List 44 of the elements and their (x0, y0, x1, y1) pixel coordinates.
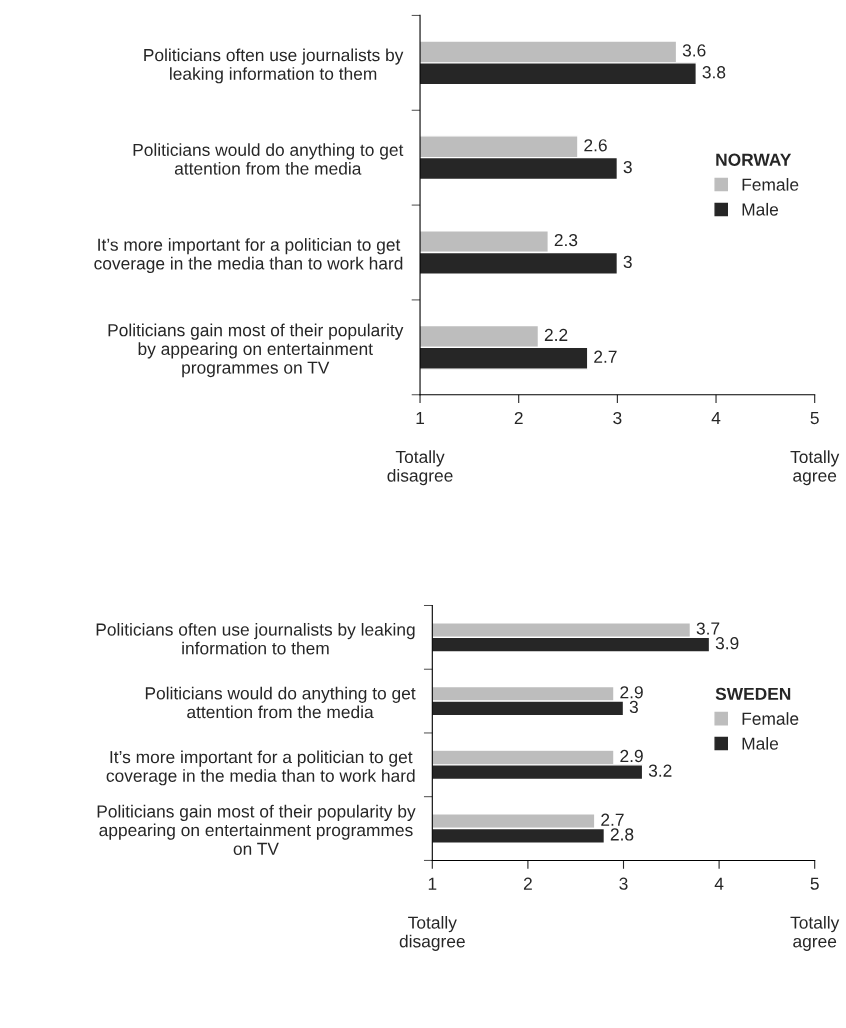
x-tick-label: 5 (810, 412, 819, 425)
legend-label: Male (742, 202, 779, 216)
text: Totally agree (790, 450, 840, 486)
y-tick-label: It’s more important for a politician to get coverage in the media than to work hard (94, 238, 403, 273)
x-tick-label: 3 (613, 411, 622, 425)
data-label: 2.9 (620, 749, 643, 763)
x-tick-label: 2 (514, 411, 523, 424)
x-tick-label: 4 (714, 877, 724, 890)
data-label: 2.9 (620, 686, 643, 699)
y-tick-label: Politicians often use journalists by leaking information to them (144, 48, 404, 84)
data-label: 3 (623, 160, 632, 174)
text: Totally disagree (399, 915, 465, 951)
data-label: 2.2 (544, 328, 568, 341)
data-label: 2.8 (610, 828, 634, 841)
data-label: 2.6 (584, 139, 607, 152)
y-tick-label: Politicians gain most of their popularity by appearing on entertainment programmes on TV (108, 323, 404, 378)
legend-title: SWEDEN (715, 687, 791, 701)
x-tick-label: 5 (810, 877, 819, 890)
data-label: 3.7 (696, 622, 720, 635)
y-tick-label: Politicians would do anything to get attention from the media (133, 143, 404, 175)
data-label: 2.7 (601, 813, 624, 826)
legend-title: NORWAY (716, 153, 792, 166)
x-tick-label: 2 (523, 877, 532, 890)
legend-label: Male (742, 736, 779, 750)
legend-label: Female (742, 712, 799, 725)
x-tick-label: 1 (416, 412, 425, 424)
data-label: 2.7 (594, 350, 617, 363)
data-label: 3.2 (648, 764, 672, 777)
text: Totally agree (790, 915, 840, 951)
data-label: 2.3 (554, 233, 578, 247)
text: Totally disagree (387, 450, 453, 486)
data-label: 3.6 (682, 44, 706, 57)
x-tick-label: 1 (428, 877, 437, 890)
data-label: 3.9 (715, 637, 739, 650)
y-tick-label: Politicians often use journalists by leaking information to them (96, 622, 415, 655)
x-tick-label: 3 (619, 877, 628, 890)
data-label: 3 (623, 255, 632, 269)
x-tick-label: 4 (711, 412, 721, 424)
y-tick-label: It’s more important for a politician to get coverage in the media than to work hard (106, 750, 415, 786)
legend-label: Female (742, 178, 799, 191)
data-label: 3.8 (702, 66, 726, 79)
data-label: 3 (629, 700, 638, 714)
y-tick-label: Politicians gain most of their popularity by appearing on entertainment programmes on TV (97, 804, 416, 855)
y-tick-label: Politicians would do anything to get attention from the media (145, 686, 416, 719)
